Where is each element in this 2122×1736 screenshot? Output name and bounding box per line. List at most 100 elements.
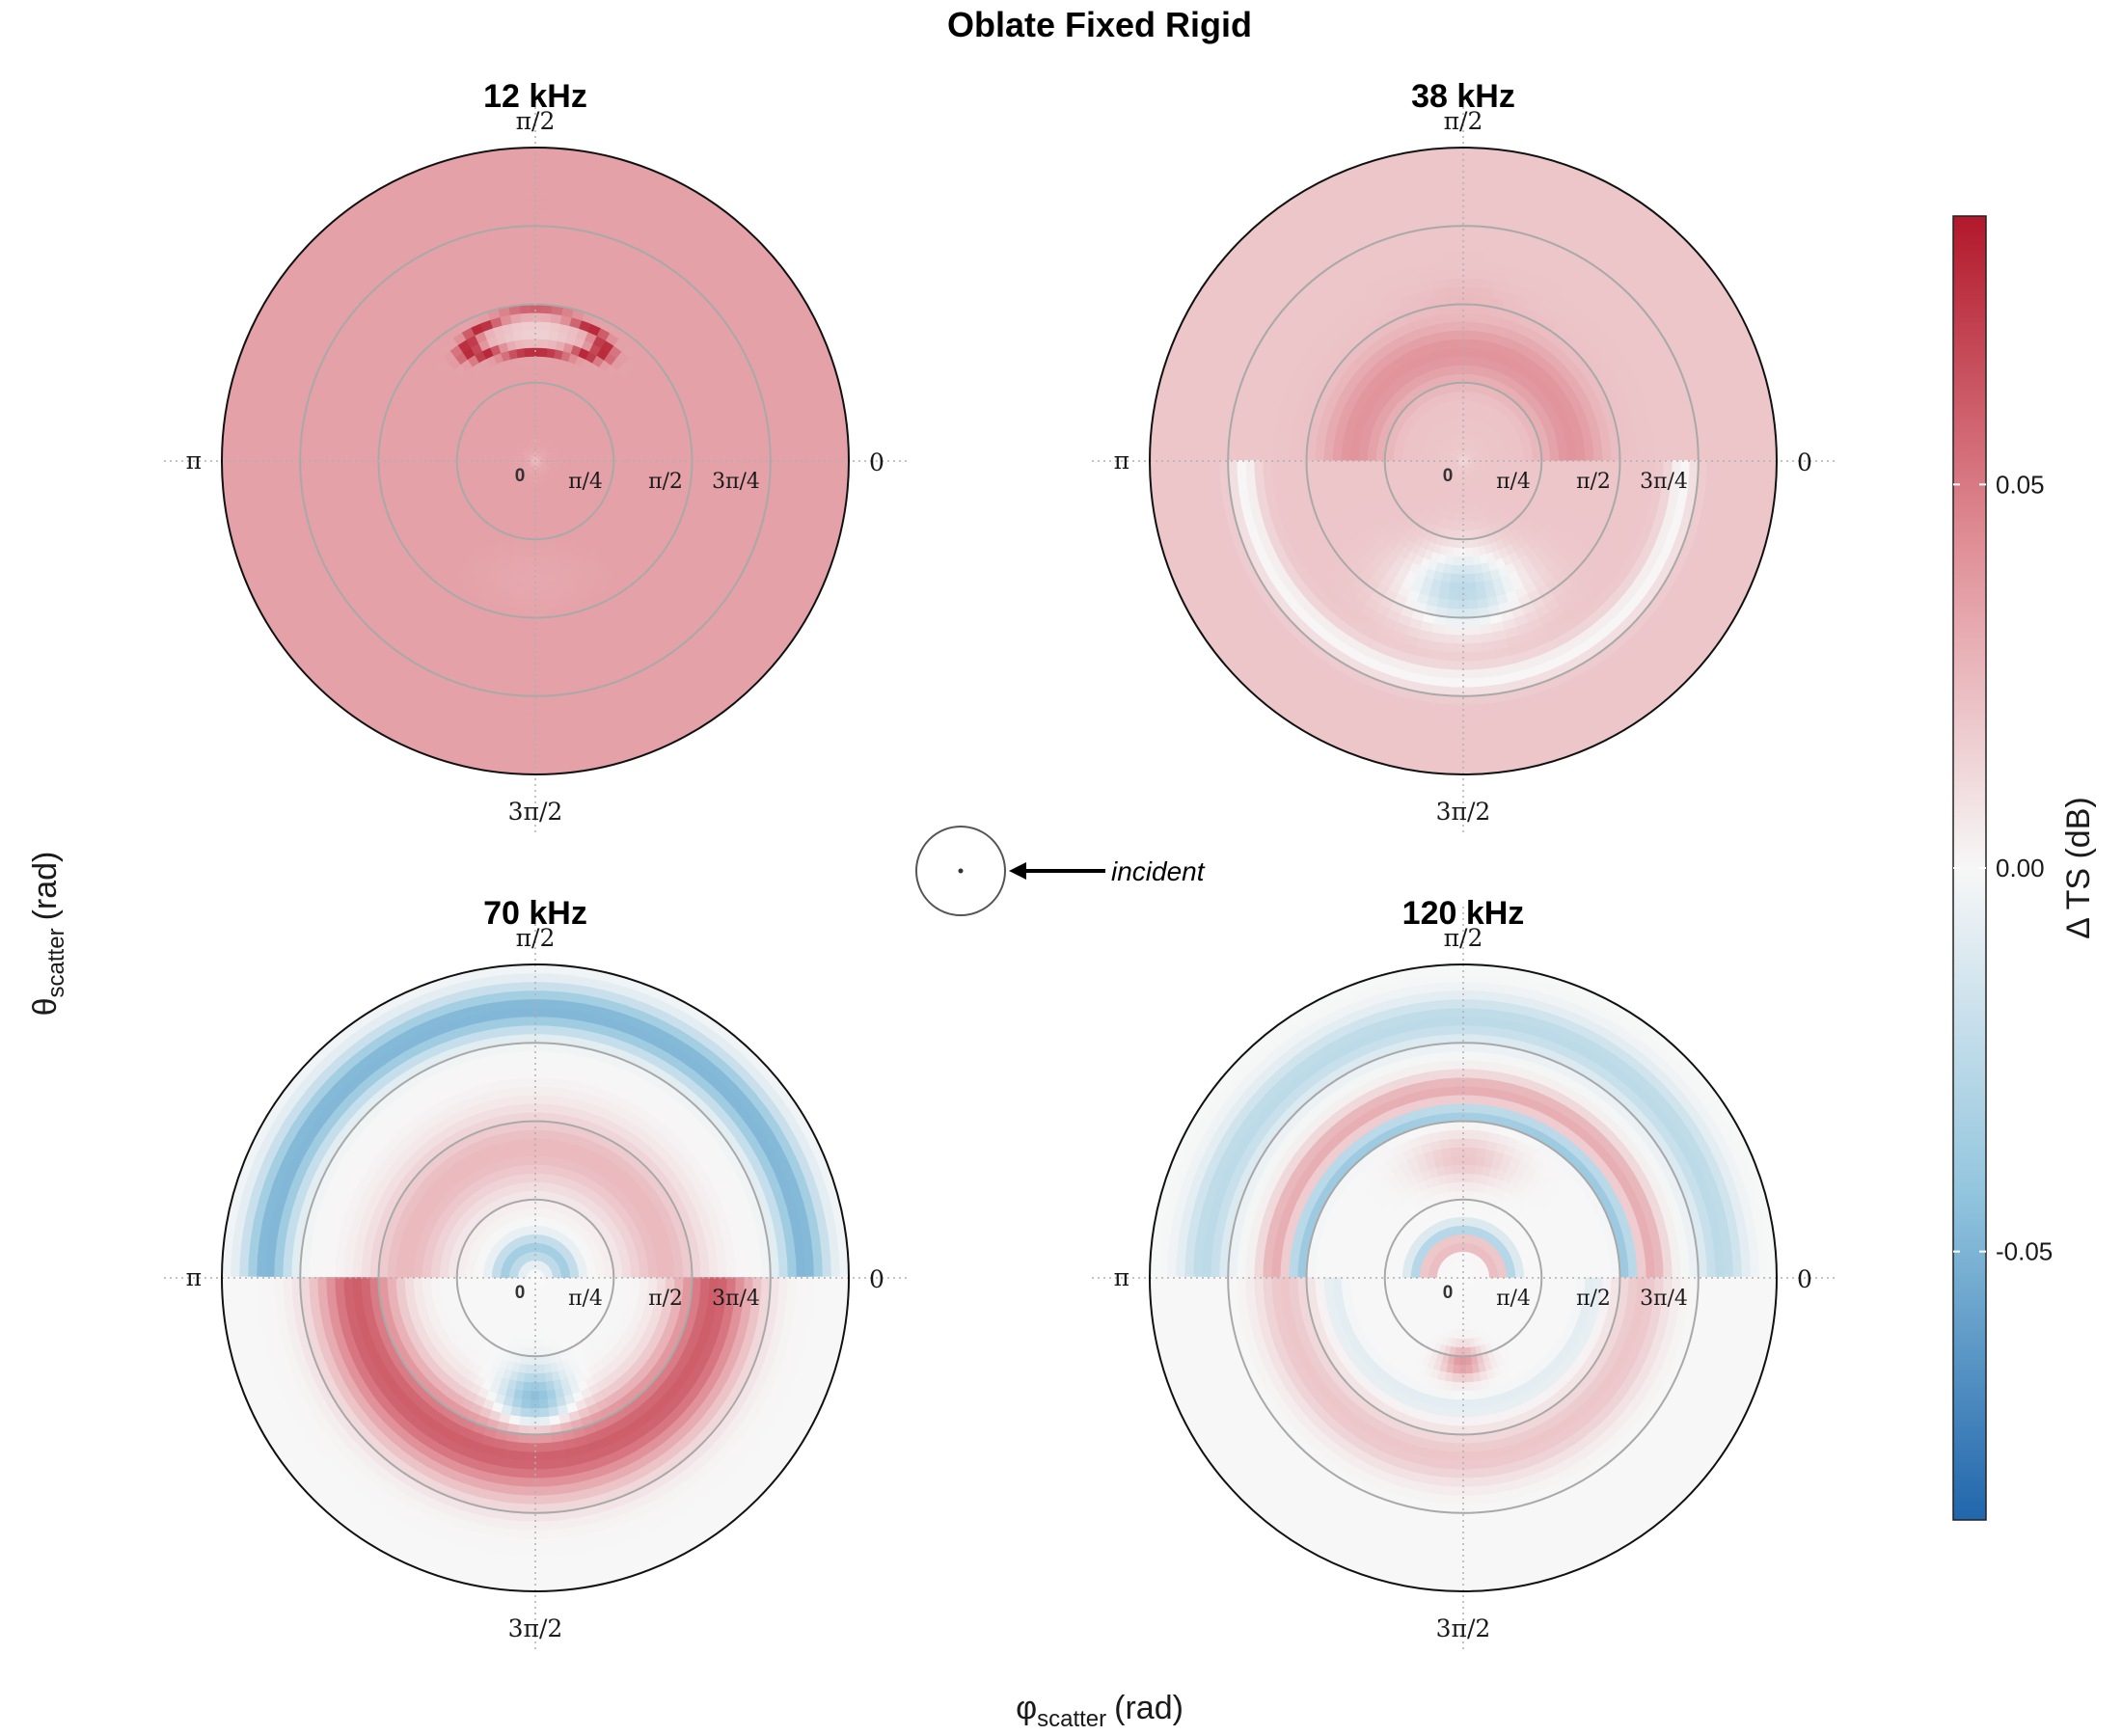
heatmap-cell <box>524 446 530 454</box>
heatmap-cell <box>535 443 539 453</box>
heatmap-cell <box>465 446 476 453</box>
heatmap-cell <box>525 435 530 446</box>
heatmap-cell <box>543 373 552 384</box>
heatmap-cell <box>545 475 553 483</box>
heatmap-cell <box>563 435 573 443</box>
heatmap-cell <box>482 488 494 498</box>
heatmap-cell <box>535 461 545 463</box>
heatmap-cell <box>561 419 571 429</box>
heatmap-cell <box>1628 448 1639 462</box>
heatmap-cell <box>530 443 534 453</box>
heatmap-cell <box>413 451 422 462</box>
heatmap-cell <box>548 410 556 421</box>
heatmap-cell <box>554 413 562 423</box>
heatmap-cell <box>501 407 510 419</box>
heatmap-cell <box>557 497 565 507</box>
heatmap-cell <box>572 481 583 490</box>
heatmap-cell <box>530 452 535 461</box>
heatmap-cell <box>560 450 570 456</box>
heatmap-cell <box>560 503 570 515</box>
heatmap-cell <box>527 477 531 487</box>
heatmap-cell <box>503 515 513 527</box>
heatmap-cell <box>527 435 531 445</box>
heatmap-cell <box>482 467 493 473</box>
heatmap-cell <box>567 412 577 422</box>
heatmap-cell <box>543 494 550 504</box>
heatmap-cell <box>535 454 543 461</box>
heatmap-cell <box>521 382 529 393</box>
heatmap-cell <box>535 461 542 469</box>
heatmap-cell <box>546 419 553 429</box>
heatmap-cell <box>519 427 526 438</box>
heatmap-cell <box>576 408 586 420</box>
heatmap-cell <box>1467 312 1480 323</box>
heatmap-cell <box>517 462 528 467</box>
heatmap-cell <box>535 454 543 461</box>
heatmap-cell <box>541 449 551 456</box>
heatmap-cell <box>534 451 535 461</box>
heatmap-cell <box>530 495 534 505</box>
heatmap-cell <box>1323 450 1333 462</box>
heatmap-cell <box>503 473 514 480</box>
heatmap-cell <box>533 496 537 505</box>
heatmap-cell <box>482 453 493 458</box>
heatmap-cell <box>522 427 528 437</box>
heatmap-cell <box>604 465 614 473</box>
heatmap-cell <box>547 473 555 481</box>
heatmap-cell <box>526 503 531 514</box>
heatmap-cell <box>1449 582 1460 592</box>
heatmap-cell <box>555 403 563 415</box>
heatmap-cell <box>474 448 485 454</box>
heatmap-cell <box>542 451 552 457</box>
heatmap-cell <box>496 476 506 485</box>
heatmap-cell <box>325 460 336 476</box>
heatmap-cell <box>523 447 530 455</box>
heatmap-cell <box>473 489 484 499</box>
heatmap-cell <box>499 432 509 441</box>
heatmap-cell <box>342 460 353 475</box>
heatmap-cell <box>508 457 519 460</box>
heatmap-cell <box>422 452 431 462</box>
heatmap-cell <box>581 431 592 441</box>
theta-tick-label: 3π/4 <box>712 470 760 494</box>
heatmap-cell <box>518 453 528 458</box>
heatmap-cell <box>543 427 549 437</box>
heatmap-cell <box>543 452 553 458</box>
heatmap-cell <box>511 433 520 442</box>
heatmap-cell <box>469 432 480 441</box>
heatmap-cell <box>492 448 503 454</box>
heatmap-cell <box>569 463 580 468</box>
heatmap-cell <box>551 402 559 413</box>
heatmap-cell <box>535 451 537 461</box>
heatmap-cell <box>558 395 567 407</box>
heatmap-cell <box>518 419 525 429</box>
heatmap-cell <box>535 452 540 461</box>
heatmap-cell <box>395 441 406 453</box>
heatmap-cell <box>256 440 266 463</box>
heatmap-cell <box>540 435 546 446</box>
heatmap-cell <box>572 418 583 428</box>
heatmap-cell <box>515 492 523 502</box>
heatmap-cell <box>558 446 569 452</box>
heatmap-cell <box>1447 599 1459 610</box>
heatmap-cell <box>531 443 535 453</box>
heatmap-cell <box>536 512 542 523</box>
heatmap-cell <box>515 501 523 512</box>
heatmap-cell <box>543 453 553 458</box>
heatmap-cell <box>507 477 517 486</box>
heatmap-cell <box>501 466 510 472</box>
heatmap-cell <box>522 437 529 447</box>
heatmap-cell <box>555 488 563 498</box>
heatmap-cell <box>496 437 506 446</box>
heatmap-cell <box>590 432 602 441</box>
heatmap-cell <box>510 489 519 500</box>
heatmap-cell <box>1349 452 1359 462</box>
heatmap-cell <box>513 393 521 403</box>
heatmap-cell <box>550 519 558 529</box>
heatmap-cell <box>524 468 530 476</box>
heatmap-cell <box>520 449 530 456</box>
heatmap-cell <box>532 513 538 523</box>
heatmap-cell <box>534 461 536 471</box>
heatmap-cell <box>554 477 563 486</box>
